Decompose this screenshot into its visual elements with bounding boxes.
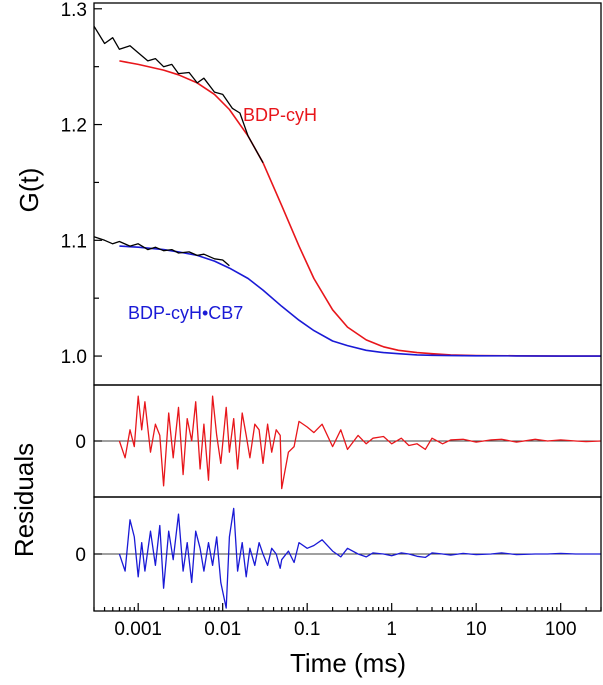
y-axis-title-residuals: Residuals — [9, 443, 39, 557]
bdp-cyh-cb7-line — [119, 245, 601, 357]
y-tick-label: 1.2 — [61, 116, 87, 137]
x-tick-label: 0.01 — [204, 619, 241, 640]
bdp-cyh-cb7-residuals-line — [118, 507, 601, 609]
bdp-cyh-cb7-data-line — [93, 236, 230, 267]
residuals-bottom-series — [118, 507, 601, 609]
bdp-cyh-data-line — [93, 25, 264, 164]
x-tick-label: 100 — [545, 619, 577, 640]
y-tick-label: 1.3 — [61, 0, 87, 21]
x-tick-label: 0.1 — [294, 619, 320, 640]
annotation-bdp-cyh: BDP-cyH — [243, 105, 317, 125]
x-axis-title: Time (ms) — [290, 648, 406, 678]
residual-y-tick-label: 0 — [75, 545, 86, 566]
x-tick-label: 1 — [386, 619, 397, 640]
residuals-top-series — [118, 395, 602, 490]
x-tick-label: 10 — [466, 619, 487, 640]
y-tick-label: 1.0 — [61, 347, 87, 368]
annotation-bdp-cyh-cb7: BDP-cyH•CB7 — [128, 303, 243, 323]
bdp-cyh-residuals-line — [118, 395, 602, 490]
y-axis-title-main: G(t) — [14, 168, 44, 213]
main-panel-series — [93, 25, 601, 357]
residual-y-tick-label: 0 — [75, 432, 86, 453]
axis-ticks: 1.0 1.1 1.2 1.3 0 0 0.001 0.01 0.1 1 10 100 — [61, 0, 602, 640]
x-tick-label: 0.001 — [114, 619, 162, 640]
y-tick-label: 1.1 — [61, 231, 87, 252]
